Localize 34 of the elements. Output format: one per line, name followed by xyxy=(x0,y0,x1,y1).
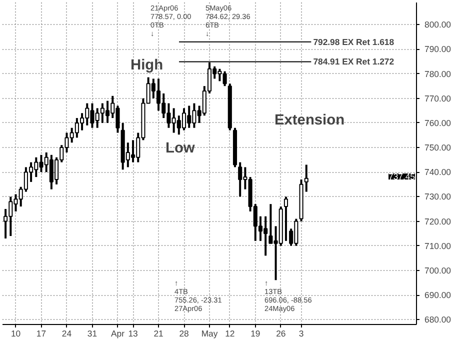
x-tick-label: 12 xyxy=(225,328,235,338)
y-tick-label: 780.00 xyxy=(424,68,452,79)
candlestick xyxy=(304,164,308,193)
candlestick xyxy=(284,196,288,242)
y-tick-label: 720.00 xyxy=(424,216,452,226)
ref-line-label: 792.98 EX Ret 1.618 xyxy=(313,36,394,47)
x-tick-label: 13 xyxy=(128,328,138,338)
x-tick-label: 24 xyxy=(62,328,72,338)
y-tick-label: 800.00 xyxy=(424,20,452,30)
ref-line-label: 784.91 EX Ret 1.272 xyxy=(313,56,394,67)
y-tick-label: 730.00 xyxy=(424,192,452,202)
x-tick-label: Apr xyxy=(110,328,125,338)
annotation: High xyxy=(130,58,164,74)
y-tick-label: 760.00 xyxy=(424,118,452,128)
x-tick-label: May xyxy=(201,328,218,338)
y-tick-label: 680.00 xyxy=(424,314,452,325)
y-tick-label: 700.00 xyxy=(424,265,452,276)
y-tick-label: 690.00 xyxy=(424,290,452,300)
x-tick-label: 19 xyxy=(250,328,260,338)
x-tick-label: 28 xyxy=(179,328,190,338)
annotation: 737.45 xyxy=(388,172,416,182)
y-tick-label: 710.00 xyxy=(424,240,452,251)
y-tick-label: 750.00 xyxy=(424,142,452,153)
y-tick-label: 770.00 xyxy=(424,93,452,104)
x-tick-label: 21 xyxy=(154,328,164,338)
x-tick-label: 31 xyxy=(87,328,98,338)
annotation: Low xyxy=(166,140,196,156)
y-tick-label: 740.00 xyxy=(424,167,452,178)
x-tick-label: 17 xyxy=(36,328,46,338)
x-tick-label: 26 xyxy=(276,328,286,338)
y-tick-label: 790.00 xyxy=(424,44,452,54)
annotation: Extension xyxy=(274,112,345,128)
x-tick-label: 10 xyxy=(10,328,21,338)
x-tick-label: 3 xyxy=(298,328,304,338)
